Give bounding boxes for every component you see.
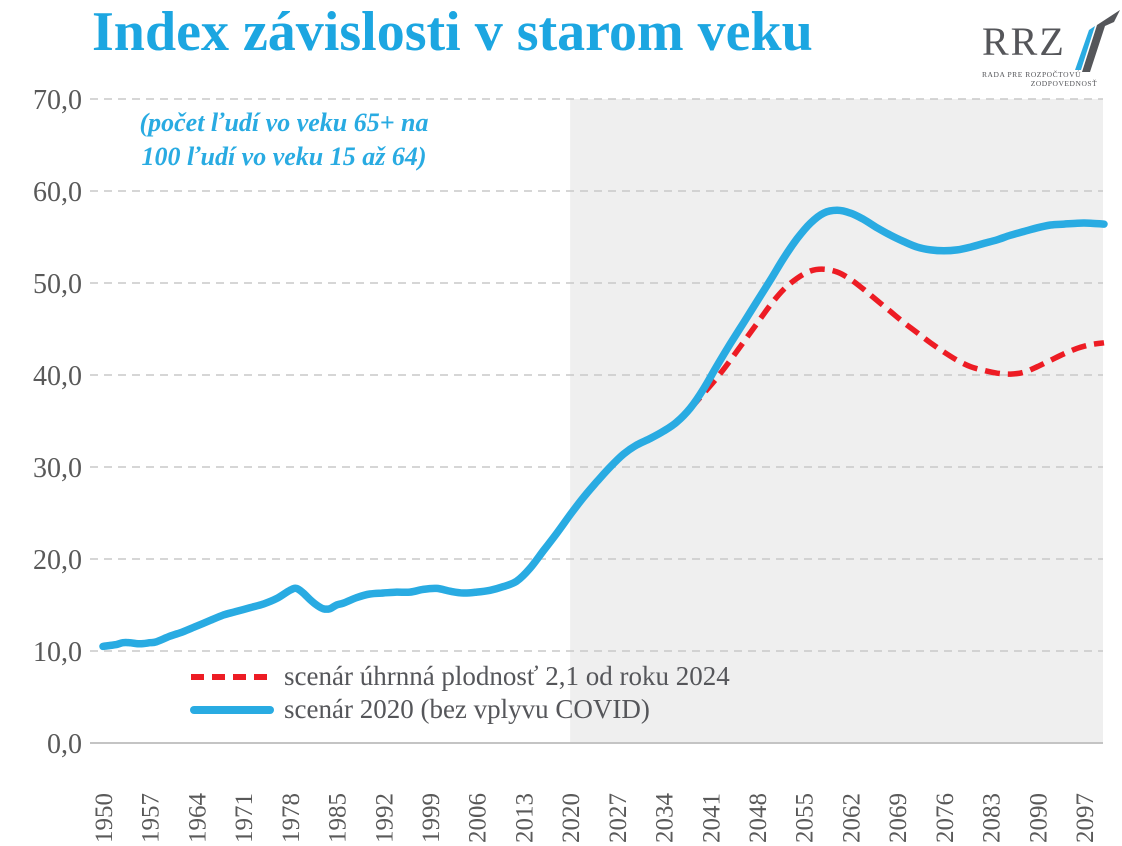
x-axis-tick-label: 1999 [418,793,445,843]
projection-shading [570,99,1103,742]
y-axis-tick-label: 50,0 [33,269,82,300]
chart-subtitle-line1: (počet ľudí vo veku 65+ na [139,108,429,137]
x-axis-tick-label: 1971 [231,793,258,843]
chart-subtitle: (počet ľudí vo veku 65+ na 100 ľudí vo v… [98,106,470,174]
y-axis-tick-label: 70,0 [33,85,82,116]
x-axis-tick-label: 1985 [325,793,352,843]
x-axis-tick-label: 2041 [698,793,725,843]
rrz-logo-name-line1: RADA PRE ROZPOČTOVÚ [982,70,1082,79]
rrz-logo-name-line2: ZODPOVEDNOSŤ [1030,79,1098,88]
series-line-scenar-2020 [99,206,1108,651]
x-axis-tick-label: 2083 [979,793,1006,843]
y-axis-tick-label: 40,0 [33,361,82,392]
x-axis-tick-label: 1978 [278,793,305,843]
x-axis-tick-label: 2069 [885,793,912,843]
legend-item-label: scenár 2020 (bez vplyvu COVID) [284,694,650,724]
y-axis-tick-label: 60,0 [33,177,82,208]
y-axis-tick-label: 10,0 [33,637,82,668]
x-axis-tick-label: 2027 [605,793,632,843]
chart-legend: scenár úhrnná plodnosť 2,1 od roku 2024 … [188,660,730,726]
y-axis-tick-label: 20,0 [33,545,82,576]
x-axis-tick-label: 2055 [792,793,819,843]
chart-subtitle-line2: 100 ľudí vo veku 15 až 64) [141,142,427,171]
legend-dashed-line-icon [191,673,275,680]
y-axis-tick-label: 30,0 [33,453,82,484]
legend-item-scenar-2020: scenár 2020 (bez vplyvu COVID) [188,693,730,726]
x-axis-tick-label: 1964 [184,793,211,844]
rrz-logo-name: RADA PRE ROZPOČTOVÚ ZODPOVEDNOSŤ [982,70,1120,88]
x-axis-tick-label: 2006 [465,793,492,843]
legend-solid-line-icon [190,705,274,714]
y-axis-tick-label: 0,0 [47,729,82,760]
x-axis-tick-label: 1950 [91,793,118,843]
rrz-logo: RRZ RADA PRE ROZPOČTOVÚ ZODPOVEDNOSŤ [982,6,1120,88]
rrz-logo-acronym: RRZ [982,19,1066,64]
x-axis-tick-label: 2090 [1025,793,1052,843]
x-axis-tick-label: 2013 [511,793,538,843]
x-axis-tick-label: 1992 [371,793,398,843]
x-axis-tick-label: 1957 [138,793,165,843]
x-axis-tick-label: 2034 [652,793,679,844]
x-axis-tick-label: 2062 [838,793,865,843]
series-line-scenar-plodnost-21 [688,266,1105,411]
x-axis-tick-label: 2076 [932,793,959,843]
x-axis-tick-label: 2020 [558,793,585,843]
legend-item-scenar-plodnost: scenár úhrnná plodnosť 2,1 od roku 2024 [188,660,730,693]
chart-title: Index závislosti v starom veku [92,1,813,63]
x-axis-tick-label: 2097 [1072,793,1099,843]
legend-item-label: scenár úhrnná plodnosť 2,1 od roku 2024 [284,661,730,691]
x-axis-tick-label: 2048 [745,793,772,843]
rrz-logo-mark-icon [1074,10,1120,72]
